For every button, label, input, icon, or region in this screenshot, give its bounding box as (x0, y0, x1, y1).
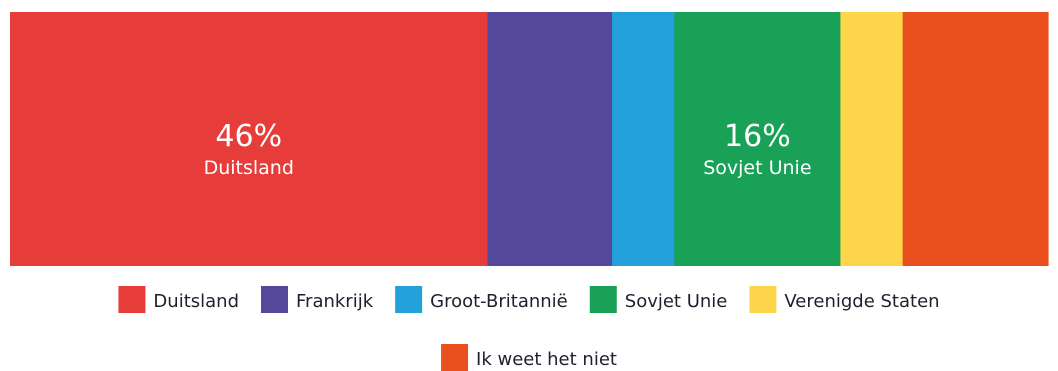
legend-label-ik-weet-het-niet: Ik weet het niet (476, 349, 617, 370)
legend-swatch-frankrijk (261, 286, 289, 313)
legend-item-sovjet-unie: Sovjet Unie (589, 286, 728, 313)
data-label-value-sovjet-unie: 16% (724, 119, 791, 154)
bar-segment-verenigde-staten (840, 12, 904, 266)
legend-item-duitsland: Duitsland (118, 286, 239, 313)
legend-item-verenigde-staten: Verenigde Staten (749, 286, 940, 313)
legend-label-verenigde-staten: Verenigde Staten (784, 291, 939, 312)
data-label-name-sovjet-unie: Sovjet Unie (703, 157, 811, 179)
bar-segment-sovjet-unie (674, 12, 841, 266)
legend-item-frankrijk: Frankrijk (261, 286, 374, 313)
legend-swatch-ik-weet-het-niet (441, 344, 469, 371)
legend-item-groot-britannie: Groot-Britannië (395, 286, 568, 313)
bar-segment-groot-britannie (612, 12, 675, 266)
legend-swatch-duitsland (118, 286, 146, 313)
legend-label-groot-britannie: Groot-Britannië (430, 291, 568, 312)
data-labels: 46% Duitsland 16% Sovjet Unie (204, 119, 812, 179)
stacked-bar (10, 12, 1049, 266)
bar-segment-duitsland (10, 12, 489, 266)
legend: Duitsland Frankrijk Groot-Britannië Sovjet … (118, 286, 940, 371)
legend-swatch-groot-britannie (395, 286, 423, 313)
legend-label-sovjet-unie: Sovjet Unie (625, 291, 728, 312)
data-label-name-duitsland: Duitsland (204, 157, 294, 179)
bar-segment-frankrijk (487, 12, 613, 266)
legend-label-duitsland: Duitsland (153, 291, 239, 312)
legend-swatch-verenigde-staten (749, 286, 777, 313)
legend-label-frankrijk: Frankrijk (296, 291, 374, 312)
legend-item-ik-weet-het-niet: Ik weet het niet (441, 344, 617, 371)
data-label-value-duitsland: 46% (215, 119, 282, 154)
legend-swatch-sovjet-unie (589, 286, 617, 313)
bar-segment-ik-weet-het-niet (902, 12, 1049, 266)
